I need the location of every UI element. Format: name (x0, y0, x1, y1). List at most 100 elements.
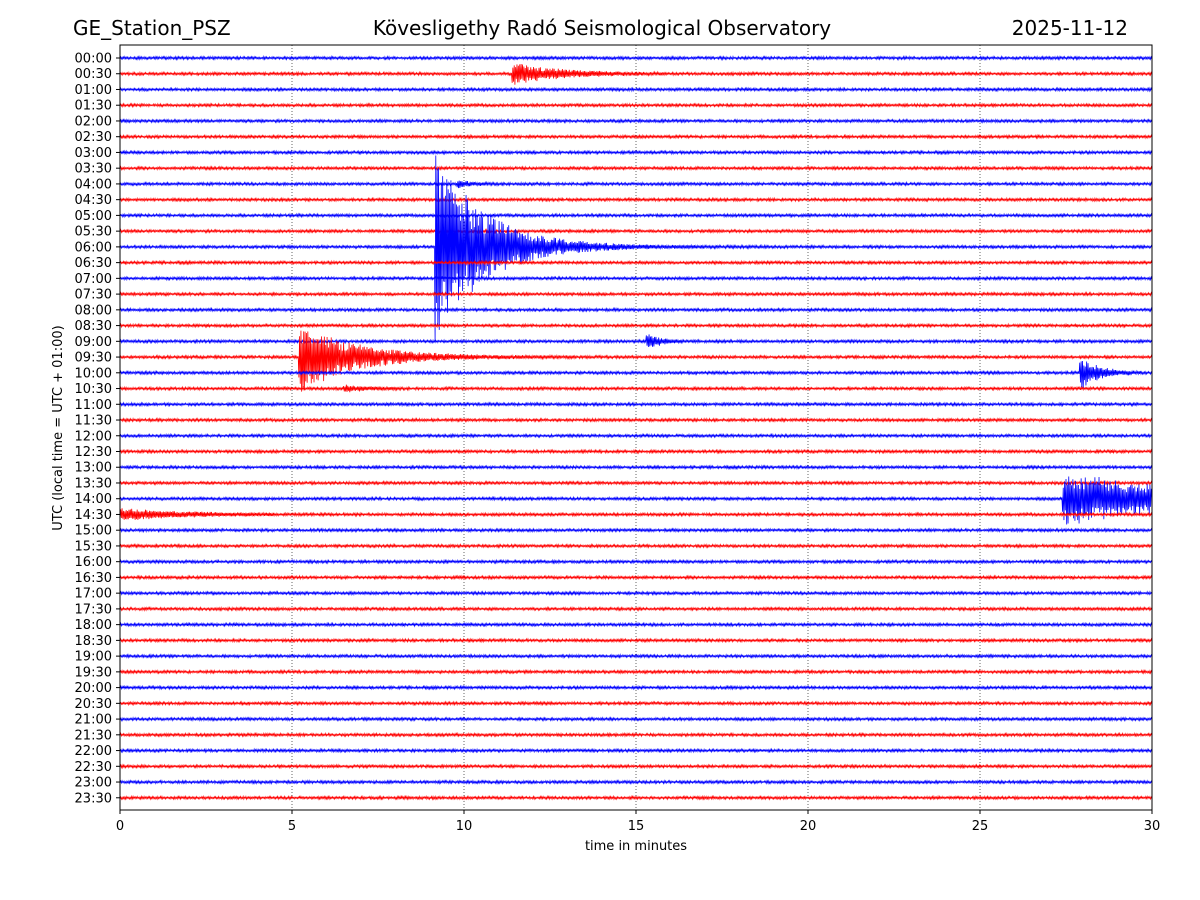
y-tick-label: 15:30 (75, 539, 112, 554)
y-tick-label: 23:30 (75, 791, 112, 806)
x-axis-ticks: 0 5 10 15 20 25 30 (116, 810, 1160, 834)
trace-1100 (119, 401, 1153, 408)
x-tick-label: 30 (1144, 819, 1161, 834)
y-tick-label: 04:30 (75, 193, 112, 208)
trace-0900 (119, 334, 1153, 348)
y-tick-label: 13:30 (75, 476, 112, 491)
y-tick-label: 06:00 (75, 240, 112, 255)
trace-0800 (119, 306, 1153, 313)
x-tick-label: 0 (116, 819, 124, 834)
trace-1600 (119, 558, 1153, 565)
trace-1900 (119, 653, 1153, 660)
trace-0200 (119, 117, 1153, 124)
x-axis-label: time in minutes (585, 839, 687, 854)
y-tick-label: 15:00 (75, 524, 112, 539)
trace-0100 (119, 86, 1153, 93)
trace-1530 (119, 542, 1153, 549)
title-date: 2025-11-12 (1012, 16, 1128, 40)
trace-0300 (119, 149, 1153, 156)
y-tick-label: 19:00 (75, 650, 112, 665)
trace-0830 (119, 322, 1153, 329)
y-tick-label: 00:00 (75, 52, 112, 67)
y-tick-label: 07:00 (75, 272, 112, 287)
y-tick-label: 22:30 (75, 760, 112, 775)
y-tick-label: 02:30 (75, 130, 112, 145)
y-tick-label: 23:00 (75, 776, 112, 791)
y-tick-label: 19:30 (75, 665, 112, 680)
y-tick-label: 16:00 (75, 555, 112, 570)
y-tick-label: 12:00 (75, 429, 112, 444)
y-tick-label: 16:30 (75, 571, 112, 586)
y-tick-label: 05:00 (75, 209, 112, 224)
y-axis-label: UTC (local time = UTC + 01:00) (51, 325, 66, 530)
trace-0430 (119, 196, 1153, 203)
y-tick-label: 14:00 (75, 492, 112, 507)
y-tick-label: 10:30 (75, 382, 112, 397)
y-tick-label: 08:30 (75, 319, 112, 334)
title-station: GE_Station_PSZ (73, 16, 231, 40)
trace-0400 (119, 180, 1153, 189)
y-tick-label: 04:00 (75, 177, 112, 192)
trace-1500 (119, 527, 1153, 534)
plot-frame (119, 44, 1153, 811)
trace-1330 (119, 480, 1153, 486)
trace-1700 (119, 590, 1153, 597)
y-tick-label: 17:00 (75, 587, 112, 602)
x-tick-label: 5 (288, 819, 296, 834)
trace-2130 (119, 731, 1153, 738)
trace-0000 (119, 55, 1153, 61)
trace-2300 (119, 779, 1153, 786)
trace-0700 (119, 275, 1153, 282)
trace-1430 (119, 508, 1153, 520)
y-tick-label: 07:30 (75, 288, 112, 303)
trace-2200 (119, 747, 1153, 754)
trace-2030 (119, 700, 1153, 707)
y-tick-label: 21:30 (75, 728, 112, 743)
trace-0330 (119, 165, 1153, 172)
y-tick-label: 11:30 (75, 414, 112, 429)
seismic-traces (119, 55, 1153, 801)
y-tick-label: 05:30 (75, 225, 112, 240)
title-observatory: Kövesligethy Radó Seismological Observat… (373, 16, 831, 40)
y-tick-label: 21:00 (75, 713, 112, 728)
trace-1630 (119, 574, 1153, 581)
y-tick-label: 18:30 (75, 634, 112, 649)
trace-1030 (119, 384, 1153, 393)
y-tick-label: 03:00 (75, 146, 112, 161)
y-tick-label: 11:00 (75, 398, 112, 413)
y-tick-label: 20:00 (75, 681, 112, 696)
trace-0730 (119, 291, 1153, 298)
y-tick-label: 08:00 (75, 303, 112, 318)
trace-0630 (119, 259, 1153, 266)
y-tick-label: 13:00 (75, 461, 112, 476)
trace-1930 (119, 668, 1153, 675)
trace-1830 (119, 637, 1153, 644)
trace-1000 (119, 360, 1153, 388)
trace-0500 (119, 212, 1153, 219)
trace-2000 (119, 684, 1153, 691)
trace-0230 (119, 133, 1153, 140)
trace-1400 (119, 476, 1153, 525)
trace-1130 (119, 417, 1153, 423)
trace-2230 (119, 763, 1153, 770)
x-tick-label: 20 (800, 819, 817, 834)
y-tick-label: 18:00 (75, 618, 112, 633)
y-tick-label: 03:30 (75, 162, 112, 177)
trace-0030 (119, 63, 1153, 85)
trace-1730 (119, 605, 1153, 612)
y-tick-label: 09:30 (75, 351, 112, 366)
y-tick-label: 00:30 (75, 67, 112, 82)
y-tick-label: 06:30 (75, 256, 112, 271)
trace-1800 (119, 621, 1153, 628)
trace-1230 (119, 448, 1153, 455)
y-tick-label: 01:30 (75, 99, 112, 114)
trace-0600 (119, 155, 1153, 342)
y-tick-label: 17:30 (75, 602, 112, 617)
trace-1300 (119, 464, 1153, 471)
y-axis-ticks: 00:0000:3001:0001:3002:0002:3003:0003:30… (75, 52, 120, 806)
x-tick-label: 15 (628, 819, 645, 834)
trace-2330 (119, 794, 1153, 801)
y-tick-label: 22:00 (75, 744, 112, 759)
trace-2100 (119, 716, 1153, 723)
